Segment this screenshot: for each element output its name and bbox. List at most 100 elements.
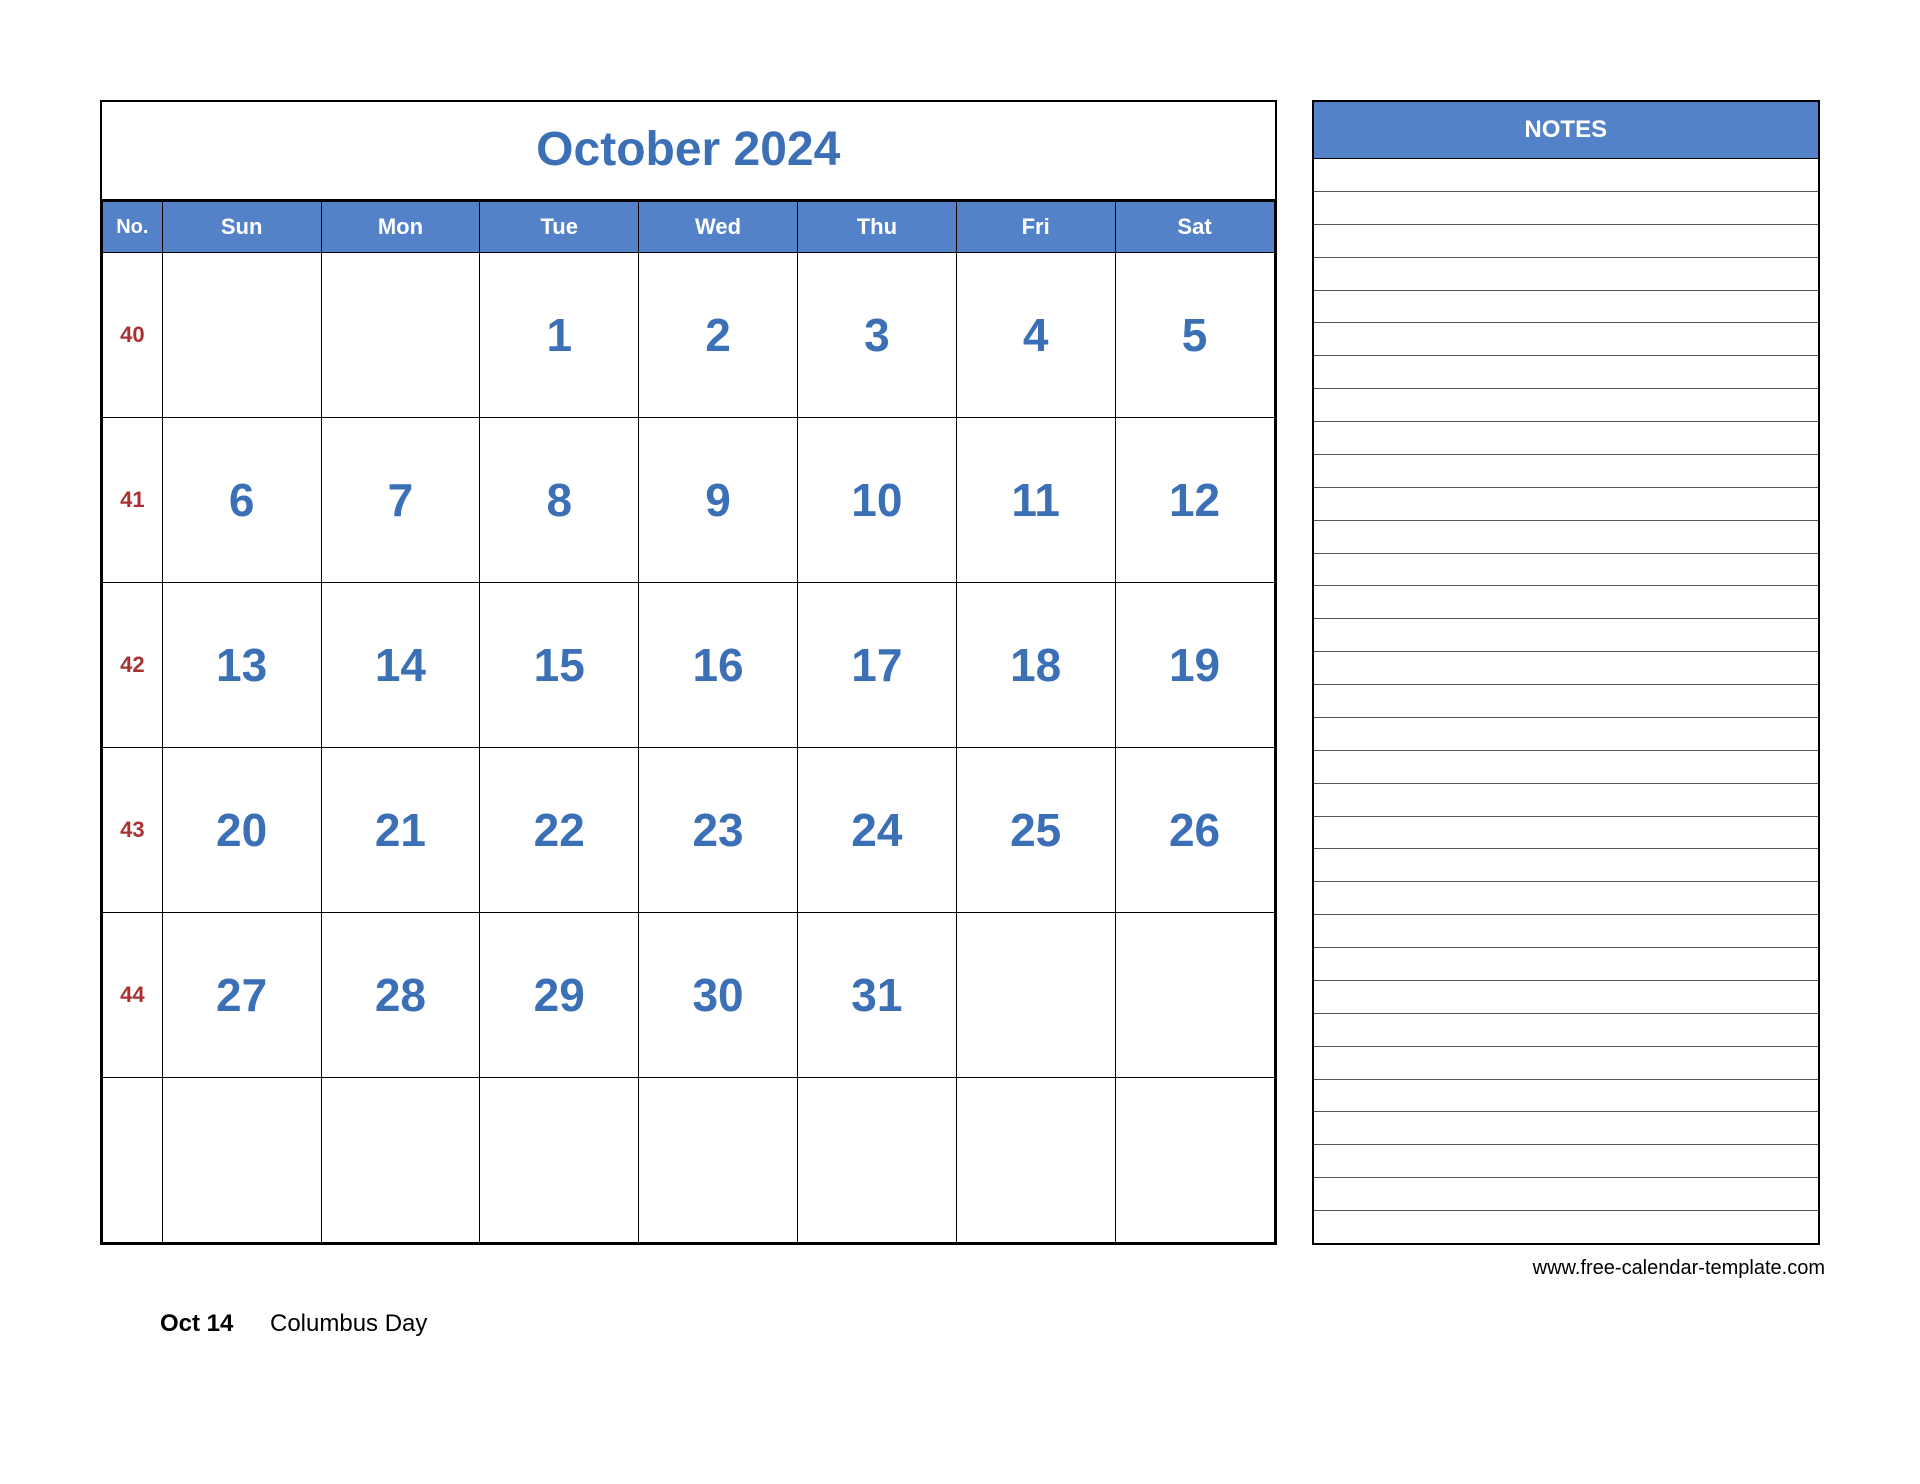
note-line bbox=[1314, 751, 1819, 784]
col-thu: Thu bbox=[797, 202, 956, 253]
note-line bbox=[1314, 948, 1819, 981]
day-cell: 5 bbox=[1115, 253, 1274, 418]
day-cell: 9 bbox=[639, 418, 798, 583]
day-cell: 18 bbox=[956, 583, 1115, 748]
note-line bbox=[1314, 1211, 1819, 1243]
day-cell: 1 bbox=[480, 253, 639, 418]
col-sat: Sat bbox=[1115, 202, 1274, 253]
note-line bbox=[1314, 455, 1819, 488]
note-line bbox=[1314, 356, 1819, 389]
note-line bbox=[1314, 1145, 1819, 1178]
footer-url: www.free-calendar-template.com bbox=[100, 1245, 1825, 1280]
week-number: 42 bbox=[103, 583, 163, 748]
day-cell: 6 bbox=[162, 418, 321, 583]
holidays-section: Oct 14Columbus Day bbox=[100, 1280, 1820, 1338]
day-cell: 12 bbox=[1115, 418, 1274, 583]
calendar-row: 4012345 bbox=[103, 253, 1275, 418]
note-line bbox=[1314, 718, 1819, 751]
note-line bbox=[1314, 291, 1819, 324]
note-line bbox=[1314, 1014, 1819, 1047]
week-number: 40 bbox=[103, 253, 163, 418]
day-cell bbox=[162, 253, 321, 418]
note-line bbox=[1314, 521, 1819, 554]
note-line bbox=[1314, 192, 1819, 225]
day-cell: 8 bbox=[480, 418, 639, 583]
day-cell bbox=[1115, 913, 1274, 1078]
note-line bbox=[1314, 1112, 1819, 1145]
note-line bbox=[1314, 915, 1819, 948]
day-cell: 3 bbox=[797, 253, 956, 418]
day-cell: 13 bbox=[162, 583, 321, 748]
col-mon: Mon bbox=[321, 202, 480, 253]
col-week-no: No. bbox=[103, 202, 163, 253]
week-number: 43 bbox=[103, 748, 163, 913]
calendar-row: 416789101112 bbox=[103, 418, 1275, 583]
day-cell bbox=[321, 253, 480, 418]
day-cell bbox=[1115, 1078, 1274, 1243]
calendar-row: 4213141516171819 bbox=[103, 583, 1275, 748]
calendar-panel: October 2024 No. Sun Mon Tue Wed Thu Fri… bbox=[100, 100, 1277, 1245]
day-cell bbox=[956, 1078, 1115, 1243]
note-line bbox=[1314, 1080, 1819, 1113]
calendar-row bbox=[103, 1078, 1275, 1243]
note-line bbox=[1314, 159, 1819, 192]
day-cell: 31 bbox=[797, 913, 956, 1078]
note-line bbox=[1314, 784, 1819, 817]
week-number: 44 bbox=[103, 913, 163, 1078]
day-cell: 22 bbox=[480, 748, 639, 913]
col-sun: Sun bbox=[162, 202, 321, 253]
day-cell: 11 bbox=[956, 418, 1115, 583]
day-cell bbox=[480, 1078, 639, 1243]
day-cell bbox=[162, 1078, 321, 1243]
day-cell bbox=[956, 913, 1115, 1078]
note-line bbox=[1314, 554, 1819, 587]
calendar-row: 442728293031 bbox=[103, 913, 1275, 1078]
day-cell: 4 bbox=[956, 253, 1115, 418]
notes-lines bbox=[1314, 159, 1819, 1243]
notes-header: NOTES bbox=[1314, 102, 1819, 159]
calendar-header-row: No. Sun Mon Tue Wed Thu Fri Sat bbox=[103, 202, 1275, 253]
calendar-table: No. Sun Mon Tue Wed Thu Fri Sat 40123454… bbox=[102, 201, 1275, 1243]
note-line bbox=[1314, 619, 1819, 652]
day-cell: 20 bbox=[162, 748, 321, 913]
note-line bbox=[1314, 422, 1819, 455]
note-line bbox=[1314, 1047, 1819, 1080]
day-cell: 7 bbox=[321, 418, 480, 583]
week-number: 41 bbox=[103, 418, 163, 583]
day-cell: 30 bbox=[639, 913, 798, 1078]
note-line bbox=[1314, 685, 1819, 718]
calendar-title: October 2024 bbox=[102, 102, 1275, 201]
holiday-row: Oct 14Columbus Day bbox=[160, 1310, 1820, 1338]
day-cell bbox=[639, 1078, 798, 1243]
note-line bbox=[1314, 258, 1819, 291]
note-line bbox=[1314, 817, 1819, 850]
day-cell: 24 bbox=[797, 748, 956, 913]
calendar-row: 4320212223242526 bbox=[103, 748, 1275, 913]
day-cell bbox=[797, 1078, 956, 1243]
note-line bbox=[1314, 882, 1819, 915]
day-cell: 23 bbox=[639, 748, 798, 913]
note-line bbox=[1314, 389, 1819, 422]
day-cell: 25 bbox=[956, 748, 1115, 913]
day-cell: 14 bbox=[321, 583, 480, 748]
note-line bbox=[1314, 586, 1819, 619]
week-number bbox=[103, 1078, 163, 1243]
day-cell: 28 bbox=[321, 913, 480, 1078]
day-cell: 16 bbox=[639, 583, 798, 748]
note-line bbox=[1314, 652, 1819, 685]
note-line bbox=[1314, 225, 1819, 258]
day-cell: 19 bbox=[1115, 583, 1274, 748]
day-cell: 17 bbox=[797, 583, 956, 748]
col-tue: Tue bbox=[480, 202, 639, 253]
col-fri: Fri bbox=[956, 202, 1115, 253]
calendar-body: 4012345416789101112421314151617181943202… bbox=[103, 253, 1275, 1243]
day-cell: 21 bbox=[321, 748, 480, 913]
col-wed: Wed bbox=[639, 202, 798, 253]
note-line bbox=[1314, 488, 1819, 521]
day-cell bbox=[321, 1078, 480, 1243]
day-cell: 26 bbox=[1115, 748, 1274, 913]
notes-panel: NOTES bbox=[1312, 100, 1821, 1245]
day-cell: 29 bbox=[480, 913, 639, 1078]
day-cell: 10 bbox=[797, 418, 956, 583]
main-container: October 2024 No. Sun Mon Tue Wed Thu Fri… bbox=[100, 100, 1820, 1245]
